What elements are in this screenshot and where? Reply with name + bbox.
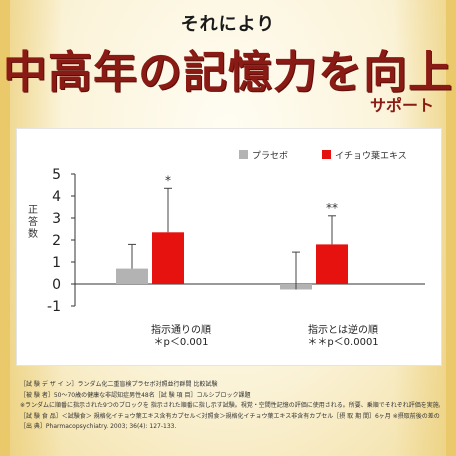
y-tick-label: 0 <box>52 277 61 293</box>
header-title: 中高年の記憶力を向上 <box>3 47 453 98</box>
category-label-forward: 指示通りの順 <box>151 323 211 336</box>
category-sig-forward: ＊p＜0.001 <box>154 337 209 348</box>
chart-panel: プラセボ イチョウ葉エキス 正答数 -1 0 1 2 3 4 5 * ** 指示通りの順 ＊p＜… <box>16 128 442 366</box>
y-axis-label: 正答数 <box>28 205 38 240</box>
note-line-design: ［試 験 デ ザ イ ン］ランダム化二重盲検プラセボ対照並行群間 比較試験 <box>20 381 218 388</box>
y-tick-label: -1 <box>47 299 61 315</box>
header-kicker: それにより <box>180 14 276 35</box>
category-label-reverse: 指示とは逆の順 <box>308 323 378 336</box>
y-tick-label: 3 <box>52 211 61 227</box>
chart-legend: プラセボ イチョウ葉エキス <box>239 150 407 162</box>
note-line-food: ［試 験 食 品］＜試験食＞ 規格化イチョウ葉エキス含有カプセル＜対照食＞規格化… <box>20 412 440 420</box>
category-sig-reverse: ＊＊p＜0.0001 <box>307 337 378 348</box>
bar-ginkgo <box>152 232 184 284</box>
legend-label-placebo: プラセボ <box>252 151 288 162</box>
note-line-source: ［出 典］Pharmacopsychiatry. 2003; 36(4): 12… <box>20 423 177 430</box>
legend-label-ginkgo: イチョウ葉エキス <box>335 150 407 162</box>
y-tick-label: 4 <box>52 189 61 205</box>
legend-swatch-ginkgo <box>322 150 331 159</box>
significance-marker: ** <box>326 201 338 215</box>
note-line-subjects: ［被 験 者］50〜70歳の健康な非認知症男性48名［試 験 項 目］コルシブロ… <box>20 391 251 399</box>
y-tick-label: 1 <box>52 255 61 271</box>
legend-swatch-placebo <box>239 150 248 159</box>
study-notes: ［試 験 デ ザ イ ン］ランダム化二重盲検プラセボ対照並行群間 比較試験 ［被… <box>20 380 440 433</box>
header-subtitle: サポート <box>369 96 434 115</box>
note-line-method: ※ランダムに順番に指示された9つのブロックを 指示された順番に指し示す試験。視覚… <box>20 402 440 409</box>
y-tick-label: 5 <box>52 167 61 183</box>
bar-placebo <box>116 268 148 284</box>
significance-marker: * <box>165 173 171 187</box>
bar-ginkgo <box>316 244 348 284</box>
y-tick-label: 2 <box>52 233 61 249</box>
